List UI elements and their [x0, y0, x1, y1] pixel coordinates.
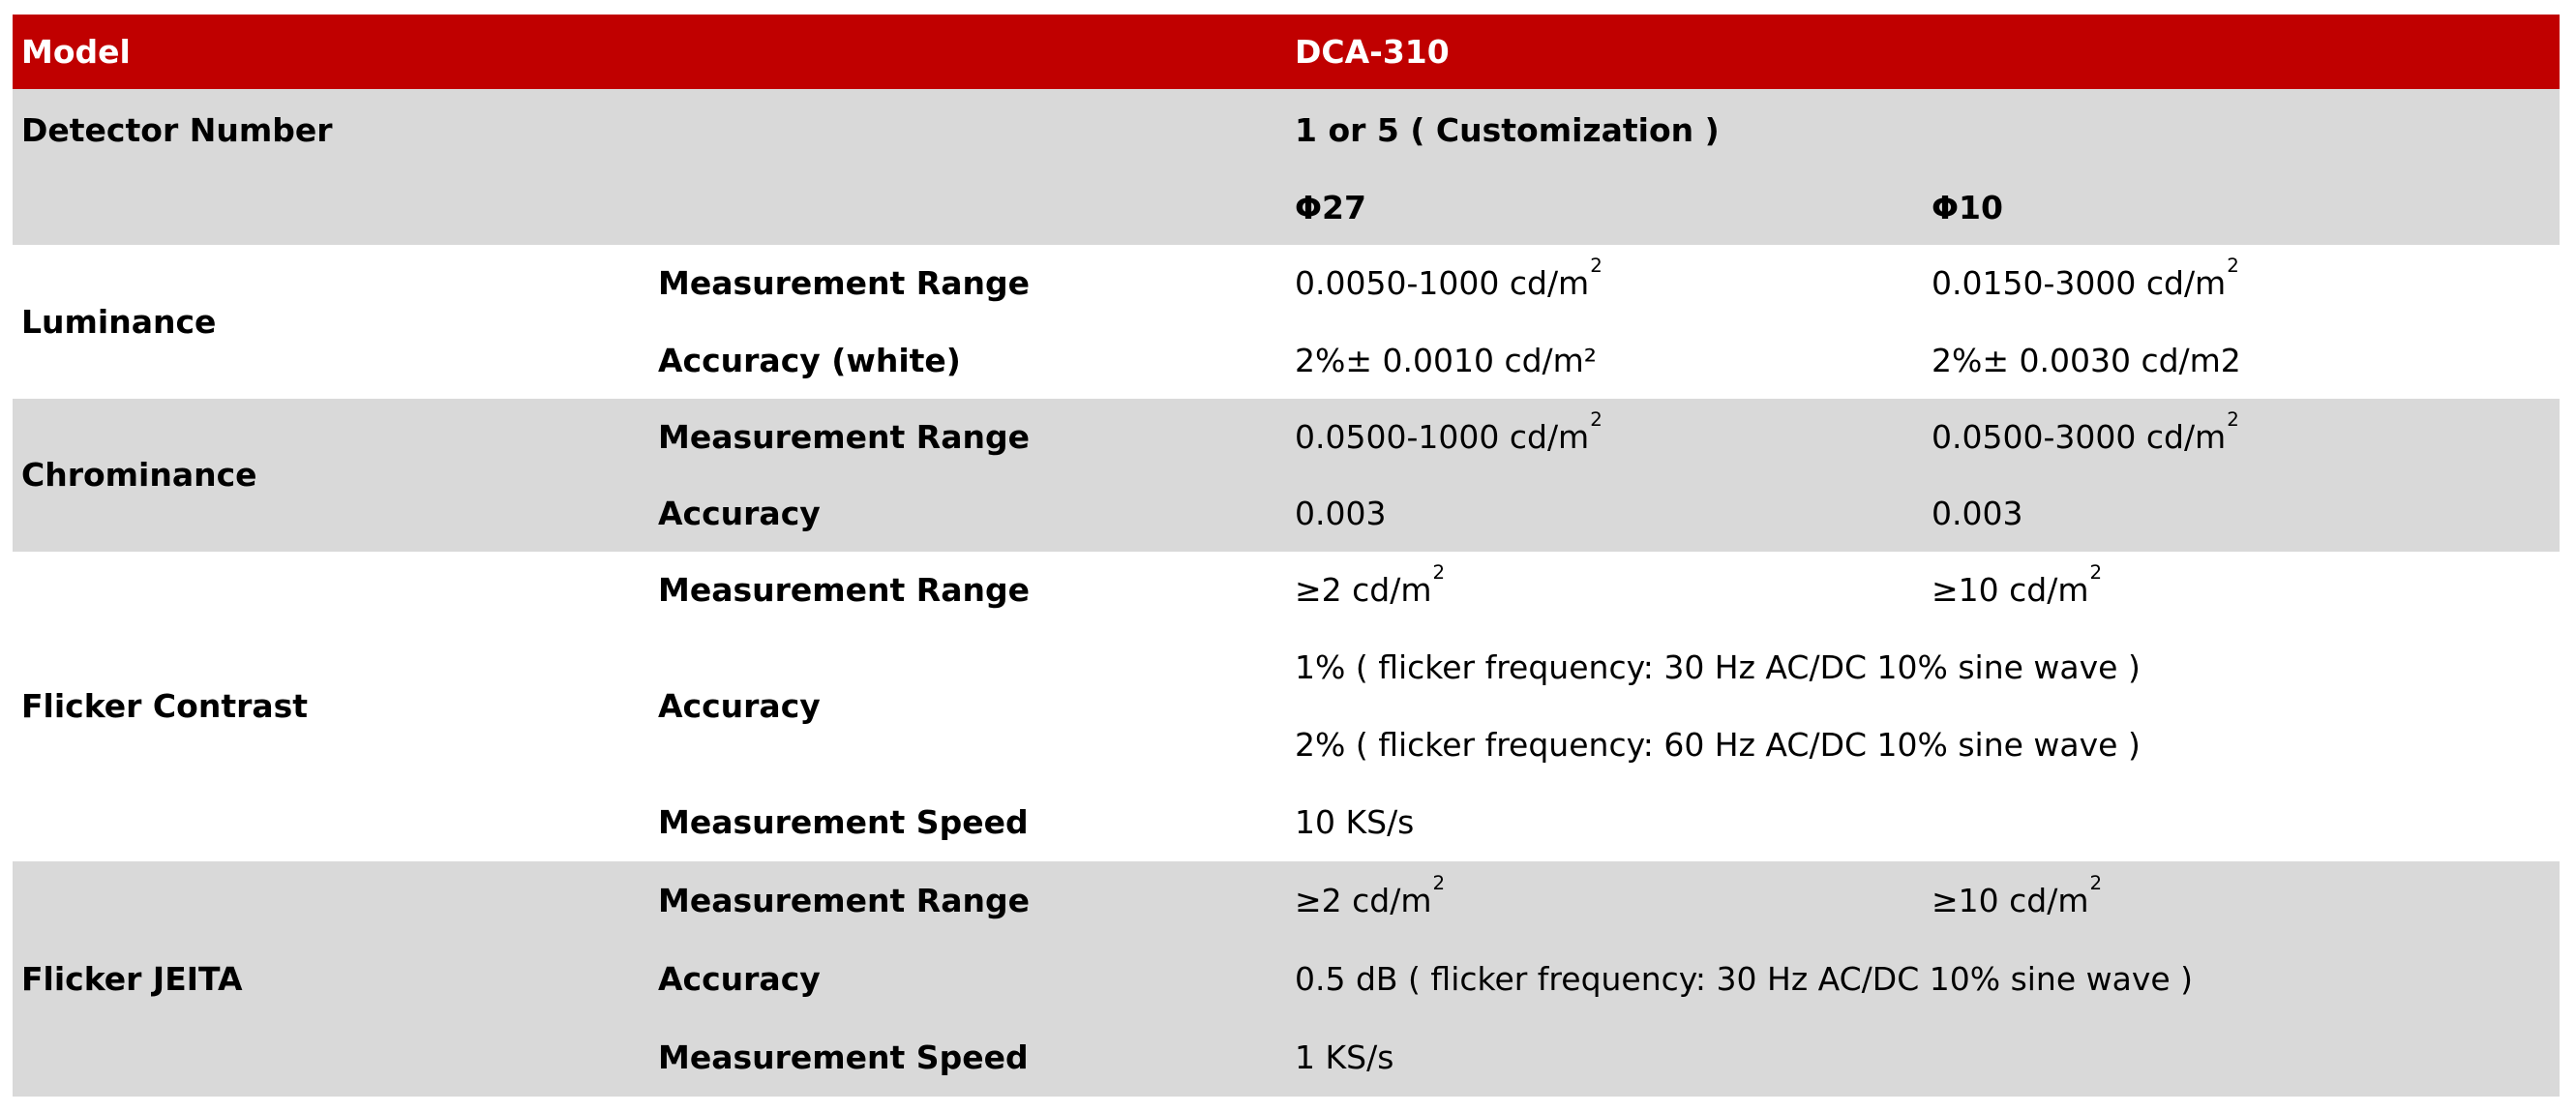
cell-flicker-contrast-accuracy-line1: 1% ( flicker frequency: 30 Hz AC/DC 10% … — [1286, 629, 2560, 707]
cell-flicker-jeita-speed-value: 1 KS/s — [1286, 1018, 2560, 1097]
cell-flicker-contrast-speed-value: 10 KS/s — [1286, 784, 2560, 861]
cell-flicker-jeita-range-phi27: ≥2 cd/m2 — [1286, 861, 1923, 940]
row-flicker-jeita-range: Flicker JEITA Measurement Range ≥2 cd/m2… — [13, 861, 2560, 1097]
cell-column-header-phi27: Φ27 — [1286, 171, 1923, 245]
superscript: 2 — [1590, 255, 1603, 278]
value-text: 0.0050-1000 cd/m — [1295, 264, 1590, 303]
cell-flicker-contrast-title: Flicker Contrast — [13, 552, 649, 861]
cell-detector-spacer — [13, 171, 1286, 245]
superscript: 2 — [2089, 561, 2103, 585]
cell-flicker-contrast-range-phi27: ≥2 cd/m2 — [1286, 552, 1923, 629]
value-text: ≥10 cd/m — [1932, 571, 2089, 610]
section-luminance: Luminance Measurement Range 0.0050-1000 … — [13, 245, 2560, 399]
section-model: Model DCA-310 — [13, 15, 2560, 89]
cell-flicker-jeita-range-label: Measurement Range — [649, 861, 1286, 940]
cell-model-label: Model — [13, 15, 1286, 89]
section-flicker-jeita: Flicker JEITA Measurement Range ≥2 cd/m2… — [13, 861, 2560, 1097]
cell-flicker-jeita-range-phi10: ≥10 cd/m2 — [1923, 861, 2560, 940]
cell-luminance-accuracy-label: Accuracy (white) — [649, 322, 1286, 399]
value-text: 0.0150-3000 cd/m — [1932, 264, 2227, 303]
value-text: 0.0500-1000 cd/m — [1295, 417, 1590, 456]
value-text: 0.0500-3000 cd/m — [1932, 417, 2227, 456]
section-detector: Detector Number 1 or 5 ( Customization )… — [13, 89, 2560, 245]
row-flicker-contrast-accuracy-2: 2% ( flicker frequency: 60 Hz AC/DC 10% … — [13, 707, 2560, 784]
section-chrominance: Chrominance Measurement Range 0.0500-100… — [13, 399, 2560, 552]
superscript: 2 — [1432, 871, 1446, 894]
superscript: 2 — [2227, 407, 2239, 431]
value-text: ≥2 cd/m — [1295, 571, 1432, 610]
cell-flicker-jeita-accuracy-label: Accuracy — [649, 940, 1286, 1018]
cell-flicker-contrast-range-phi10: ≥10 cd/m2 — [1923, 552, 2560, 629]
cell-chrominance-accuracy-phi27: 0.003 — [1286, 475, 1923, 552]
cell-flicker-contrast-accuracy-line2: 2% ( flicker frequency: 60 Hz AC/DC 10% … — [1286, 707, 2560, 784]
row-flicker-contrast-range: Flicker Contrast Measurement Range ≥2 cd… — [13, 552, 2560, 861]
value-text: ≥10 cd/m — [1932, 881, 2089, 919]
row-flicker-contrast-speed: Measurement Speed 10 KS/s — [13, 784, 2560, 861]
cell-luminance-title: Luminance — [13, 245, 649, 399]
cell-chrominance-range-label: Measurement Range — [649, 399, 1286, 475]
superscript: 2 — [1432, 561, 1446, 585]
cell-luminance-accuracy-phi10: 2%± 0.0030 cd/m2 — [1923, 322, 2560, 399]
cell-flicker-jeita-title: Flicker JEITA — [13, 861, 649, 1097]
cell-model-value: DCA-310 — [1286, 15, 2560, 89]
cell-flicker-contrast-accuracy-label: Accuracy — [649, 629, 1286, 784]
row-chrominance-range: Chrominance Measurement Range 0.0500-100… — [13, 399, 2560, 552]
cell-chrominance-accuracy-phi10: 0.003 — [1923, 475, 2560, 552]
value-text: ≥2 cd/m — [1295, 881, 1432, 919]
row-flicker-jeita-speed: Measurement Speed 1 KS/s — [13, 1018, 2560, 1097]
cell-luminance-range-phi10: 0.0150-3000 cd/m2 — [1923, 245, 2560, 322]
row-detector-columns: Φ27 Φ10 — [13, 171, 2560, 245]
row-chrominance-accuracy: Accuracy 0.003 0.003 — [13, 475, 2560, 552]
superscript: 2 — [2227, 255, 2239, 278]
cell-luminance-accuracy-phi27: 2%± 0.0010 cd/m² — [1286, 322, 1923, 399]
row-flicker-contrast-accuracy-1: Accuracy 1% ( flicker frequency: 30 Hz A… — [13, 629, 2560, 784]
cell-flicker-jeita-accuracy-value: 0.5 dB ( flicker frequency: 30 Hz AC/DC … — [1286, 940, 2560, 1018]
cell-flicker-contrast-speed-label: Measurement Speed — [649, 784, 1286, 861]
cell-chrominance-accuracy-label: Accuracy — [649, 475, 1286, 552]
cell-flicker-contrast-range-label: Measurement Range — [649, 552, 1286, 629]
row-detector-number: Detector Number 1 or 5 ( Customization ) — [13, 89, 2560, 171]
cell-chrominance-range-phi10: 0.0500-3000 cd/m2 — [1923, 399, 2560, 475]
superscript: 2 — [2089, 871, 2103, 894]
cell-detector-label: Detector Number — [13, 89, 1286, 171]
cell-chrominance-title: Chrominance — [13, 399, 649, 552]
row-flicker-jeita-accuracy: Accuracy 0.5 dB ( flicker frequency: 30 … — [13, 940, 2560, 1018]
row-luminance-range: Luminance Measurement Range 0.0050-1000 … — [13, 245, 2560, 399]
section-flicker-contrast: Flicker Contrast Measurement Range ≥2 cd… — [13, 552, 2560, 861]
cell-column-header-phi10: Φ10 — [1923, 171, 2560, 245]
cell-flicker-jeita-speed-label: Measurement Speed — [649, 1018, 1286, 1097]
superscript: 2 — [1590, 407, 1603, 431]
cell-detector-value: 1 or 5 ( Customization ) — [1286, 89, 2560, 171]
row-luminance-accuracy: Accuracy (white) 2%± 0.0010 cd/m² 2%± 0.… — [13, 322, 2560, 399]
cell-chrominance-range-phi27: 0.0500-1000 cd/m2 — [1286, 399, 1923, 475]
row-model: Model DCA-310 — [13, 15, 2560, 89]
specification-table: Model DCA-310 Detector Number 1 or 5 ( C… — [13, 15, 2560, 1097]
cell-luminance-range-phi27: 0.0050-1000 cd/m2 — [1286, 245, 1923, 322]
cell-luminance-range-label: Measurement Range — [649, 245, 1286, 322]
